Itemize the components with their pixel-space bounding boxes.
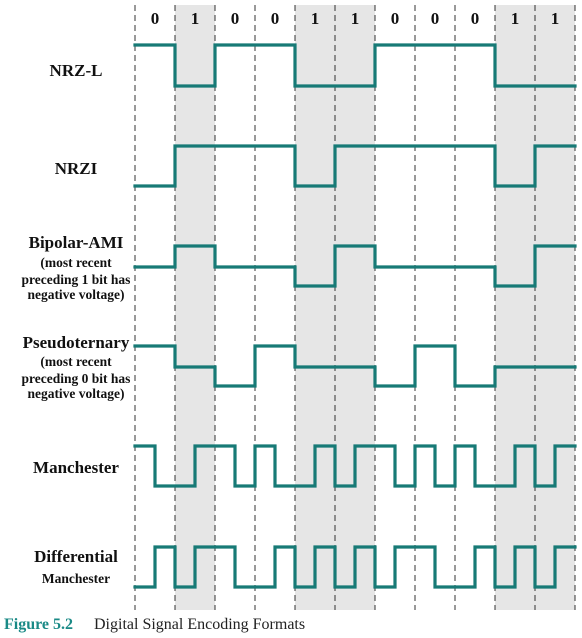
pseudoternary-label: (most recent <box>40 354 112 369</box>
differential-manchester-waveform <box>133 545 577 589</box>
pseudoternary-label: Pseudoternary <box>23 333 130 352</box>
bit-label: 0 <box>271 9 280 28</box>
one-bit-shading <box>175 5 575 610</box>
encoding-labels: NRZ-L NRZI Bipolar-AMI (most recent precedin… <box>22 61 131 586</box>
nrz-l-label: NRZ-L <box>50 61 103 80</box>
manchester-waveform <box>133 444 577 488</box>
one-bit-shade <box>495 5 535 610</box>
bipolar-ami-label: negative voltage) <box>27 287 124 302</box>
bit-label: 0 <box>471 9 480 28</box>
bit-label: 1 <box>511 9 520 28</box>
pseudoternary-label: preceding 0 bit has <box>22 371 131 386</box>
differential-manchester-label: Differential <box>34 547 118 566</box>
nrzi-waveform <box>133 144 577 188</box>
bit-dividers <box>134 5 576 610</box>
bipolar-ami-label: (most recent <box>40 255 112 270</box>
figure-number: Figure 5.2 <box>4 616 73 633</box>
bit-label: 1 <box>311 9 320 28</box>
bit-label: 1 <box>351 9 360 28</box>
one-bit-shade <box>175 5 215 610</box>
figure-caption: Digital Signal Encoding Formats <box>94 616 305 633</box>
one-bit-shade <box>295 5 335 610</box>
bipolar-ami-label: preceding 1 bit has <box>22 272 131 287</box>
encoding-waveforms <box>133 43 577 589</box>
bit-label: 1 <box>551 9 560 28</box>
bipolar-ami-label: Bipolar-AMI <box>29 233 124 252</box>
pseudoternary-waveform <box>133 344 577 388</box>
bit-label: 0 <box>231 9 240 28</box>
bit-label: 0 <box>431 9 440 28</box>
one-bit-shade <box>535 5 575 610</box>
one-bit-shade <box>335 5 375 610</box>
nrzi-label: NRZI <box>55 159 98 178</box>
bit-label: 0 <box>391 9 400 28</box>
bit-label: 1 <box>191 9 200 28</box>
pseudoternary-label: negative voltage) <box>27 386 124 401</box>
bit-label: 0 <box>151 9 160 28</box>
bit-sequence: 0 1 0 0 1 1 0 0 0 1 1 <box>151 9 560 28</box>
nrz-l-waveform <box>133 43 577 88</box>
manchester-label: Manchester <box>33 458 119 477</box>
bipolar-ami-waveform <box>133 244 577 288</box>
differential-manchester-label: Manchester <box>42 571 110 586</box>
